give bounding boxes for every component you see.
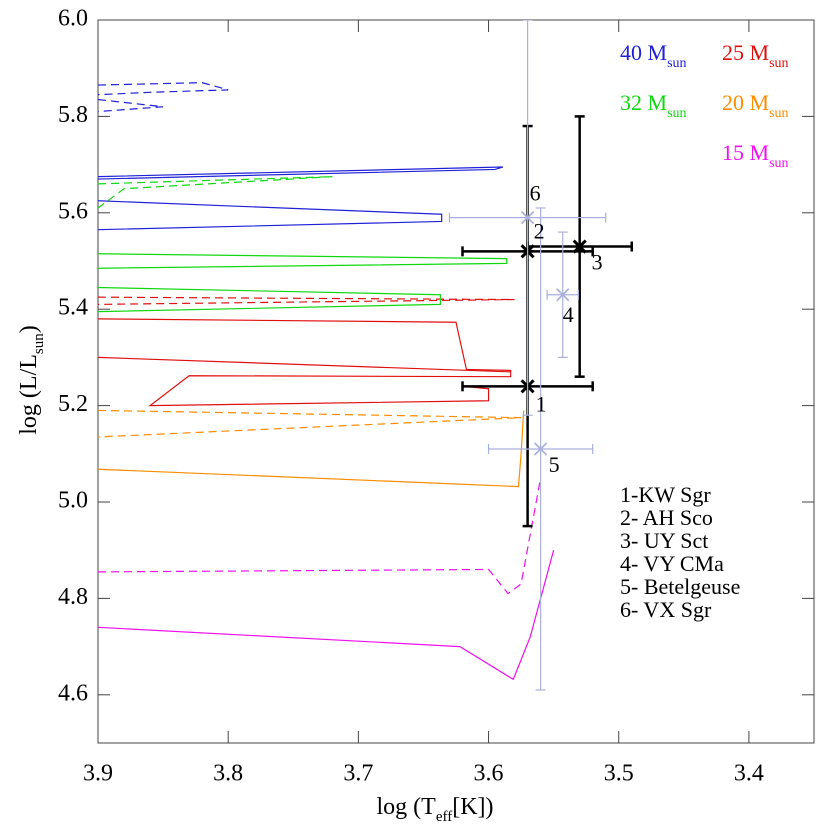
track-line — [98, 410, 525, 488]
x-tick-label: 3.5 — [604, 761, 634, 787]
x-label-main: log (T — [376, 794, 436, 820]
legend-sub: sun — [769, 156, 788, 171]
legend-name: 32 M — [620, 90, 667, 115]
star-number: 4 — [563, 302, 574, 327]
y-tick-label: 4.8 — [58, 584, 88, 610]
legend-sub: sun — [667, 106, 686, 121]
x-axis-label: log (Teff[K]) — [376, 794, 493, 826]
legend-sub: sun — [769, 106, 788, 121]
track-line — [98, 200, 443, 231]
star-legend: 6- VX Sgr — [620, 597, 712, 622]
legend-sub: sun — [769, 56, 788, 71]
track-line — [98, 409, 522, 438]
y-tick-label: 4.6 — [58, 680, 88, 706]
x-label-tail: [K]) — [452, 794, 493, 820]
star-number: 5 — [549, 452, 560, 477]
legend-name: 15 M — [722, 140, 769, 165]
y-tick-label: 5.8 — [58, 102, 88, 128]
legend-entry: 40 Msun — [620, 40, 687, 71]
star-marker — [572, 239, 587, 254]
track-line — [98, 166, 504, 180]
star-marker — [520, 211, 535, 225]
legend-name: 20 M — [722, 90, 769, 115]
x-tick-label: 3.4 — [734, 761, 764, 787]
track-line — [98, 98, 164, 113]
plot-area — [98, 20, 633, 691]
legend-entry: 20 Msun — [722, 90, 789, 121]
star-legend: 2- AH Sco — [620, 505, 713, 530]
legend-entry: 15 Msun — [722, 140, 789, 171]
x-label-sub: eff — [436, 809, 452, 825]
track-line — [98, 286, 441, 313]
plot-frame — [97, 19, 815, 744]
track-line — [98, 176, 333, 209]
star-number: 2 — [534, 218, 545, 243]
y-label-sub: sun — [31, 333, 47, 354]
x-tick-label: 3.7 — [343, 761, 373, 787]
legend-entry: 25 Msun — [722, 40, 789, 71]
star-number: 1 — [536, 391, 547, 416]
x-tick-label: 3.8 — [213, 761, 243, 787]
y-tick-label: 5.2 — [58, 391, 88, 417]
legend-entry: 32 Msun — [620, 90, 687, 121]
star-number: 3 — [592, 250, 603, 275]
x-tick-label: 3.6 — [474, 761, 504, 787]
track-line — [98, 82, 229, 96]
legend-name: 25 M — [722, 40, 769, 65]
y-axis-label: log (L/Lsun) — [16, 325, 48, 435]
star-marker — [556, 288, 570, 302]
y-label-main: log (L/L — [16, 354, 42, 435]
y-tick-label: 5.6 — [58, 198, 88, 224]
legend-name: 40 M — [620, 40, 667, 65]
y-tick-label: 5.4 — [58, 295, 88, 321]
legend-sub: sun — [667, 56, 686, 71]
y-tick-label: 6.0 — [58, 6, 88, 32]
star-legend: 4- VY CMa — [620, 551, 724, 576]
track-line — [98, 318, 512, 407]
star-marker — [534, 442, 548, 456]
track-line — [98, 253, 508, 269]
track-line — [98, 550, 555, 681]
track-line — [98, 296, 515, 305]
track-line — [98, 356, 511, 373]
star-legend: 1-KW Sgr — [620, 482, 711, 507]
y-label-tail: ) — [16, 325, 42, 333]
star-legend: 3- UY Sct — [620, 528, 708, 553]
x-tick-label: 3.9 — [83, 761, 113, 787]
y-tick-label: 5.0 — [58, 488, 88, 514]
star-number: 6 — [530, 181, 541, 206]
star-legend: 5- Betelgeuse — [620, 574, 740, 599]
track-line — [98, 477, 542, 595]
